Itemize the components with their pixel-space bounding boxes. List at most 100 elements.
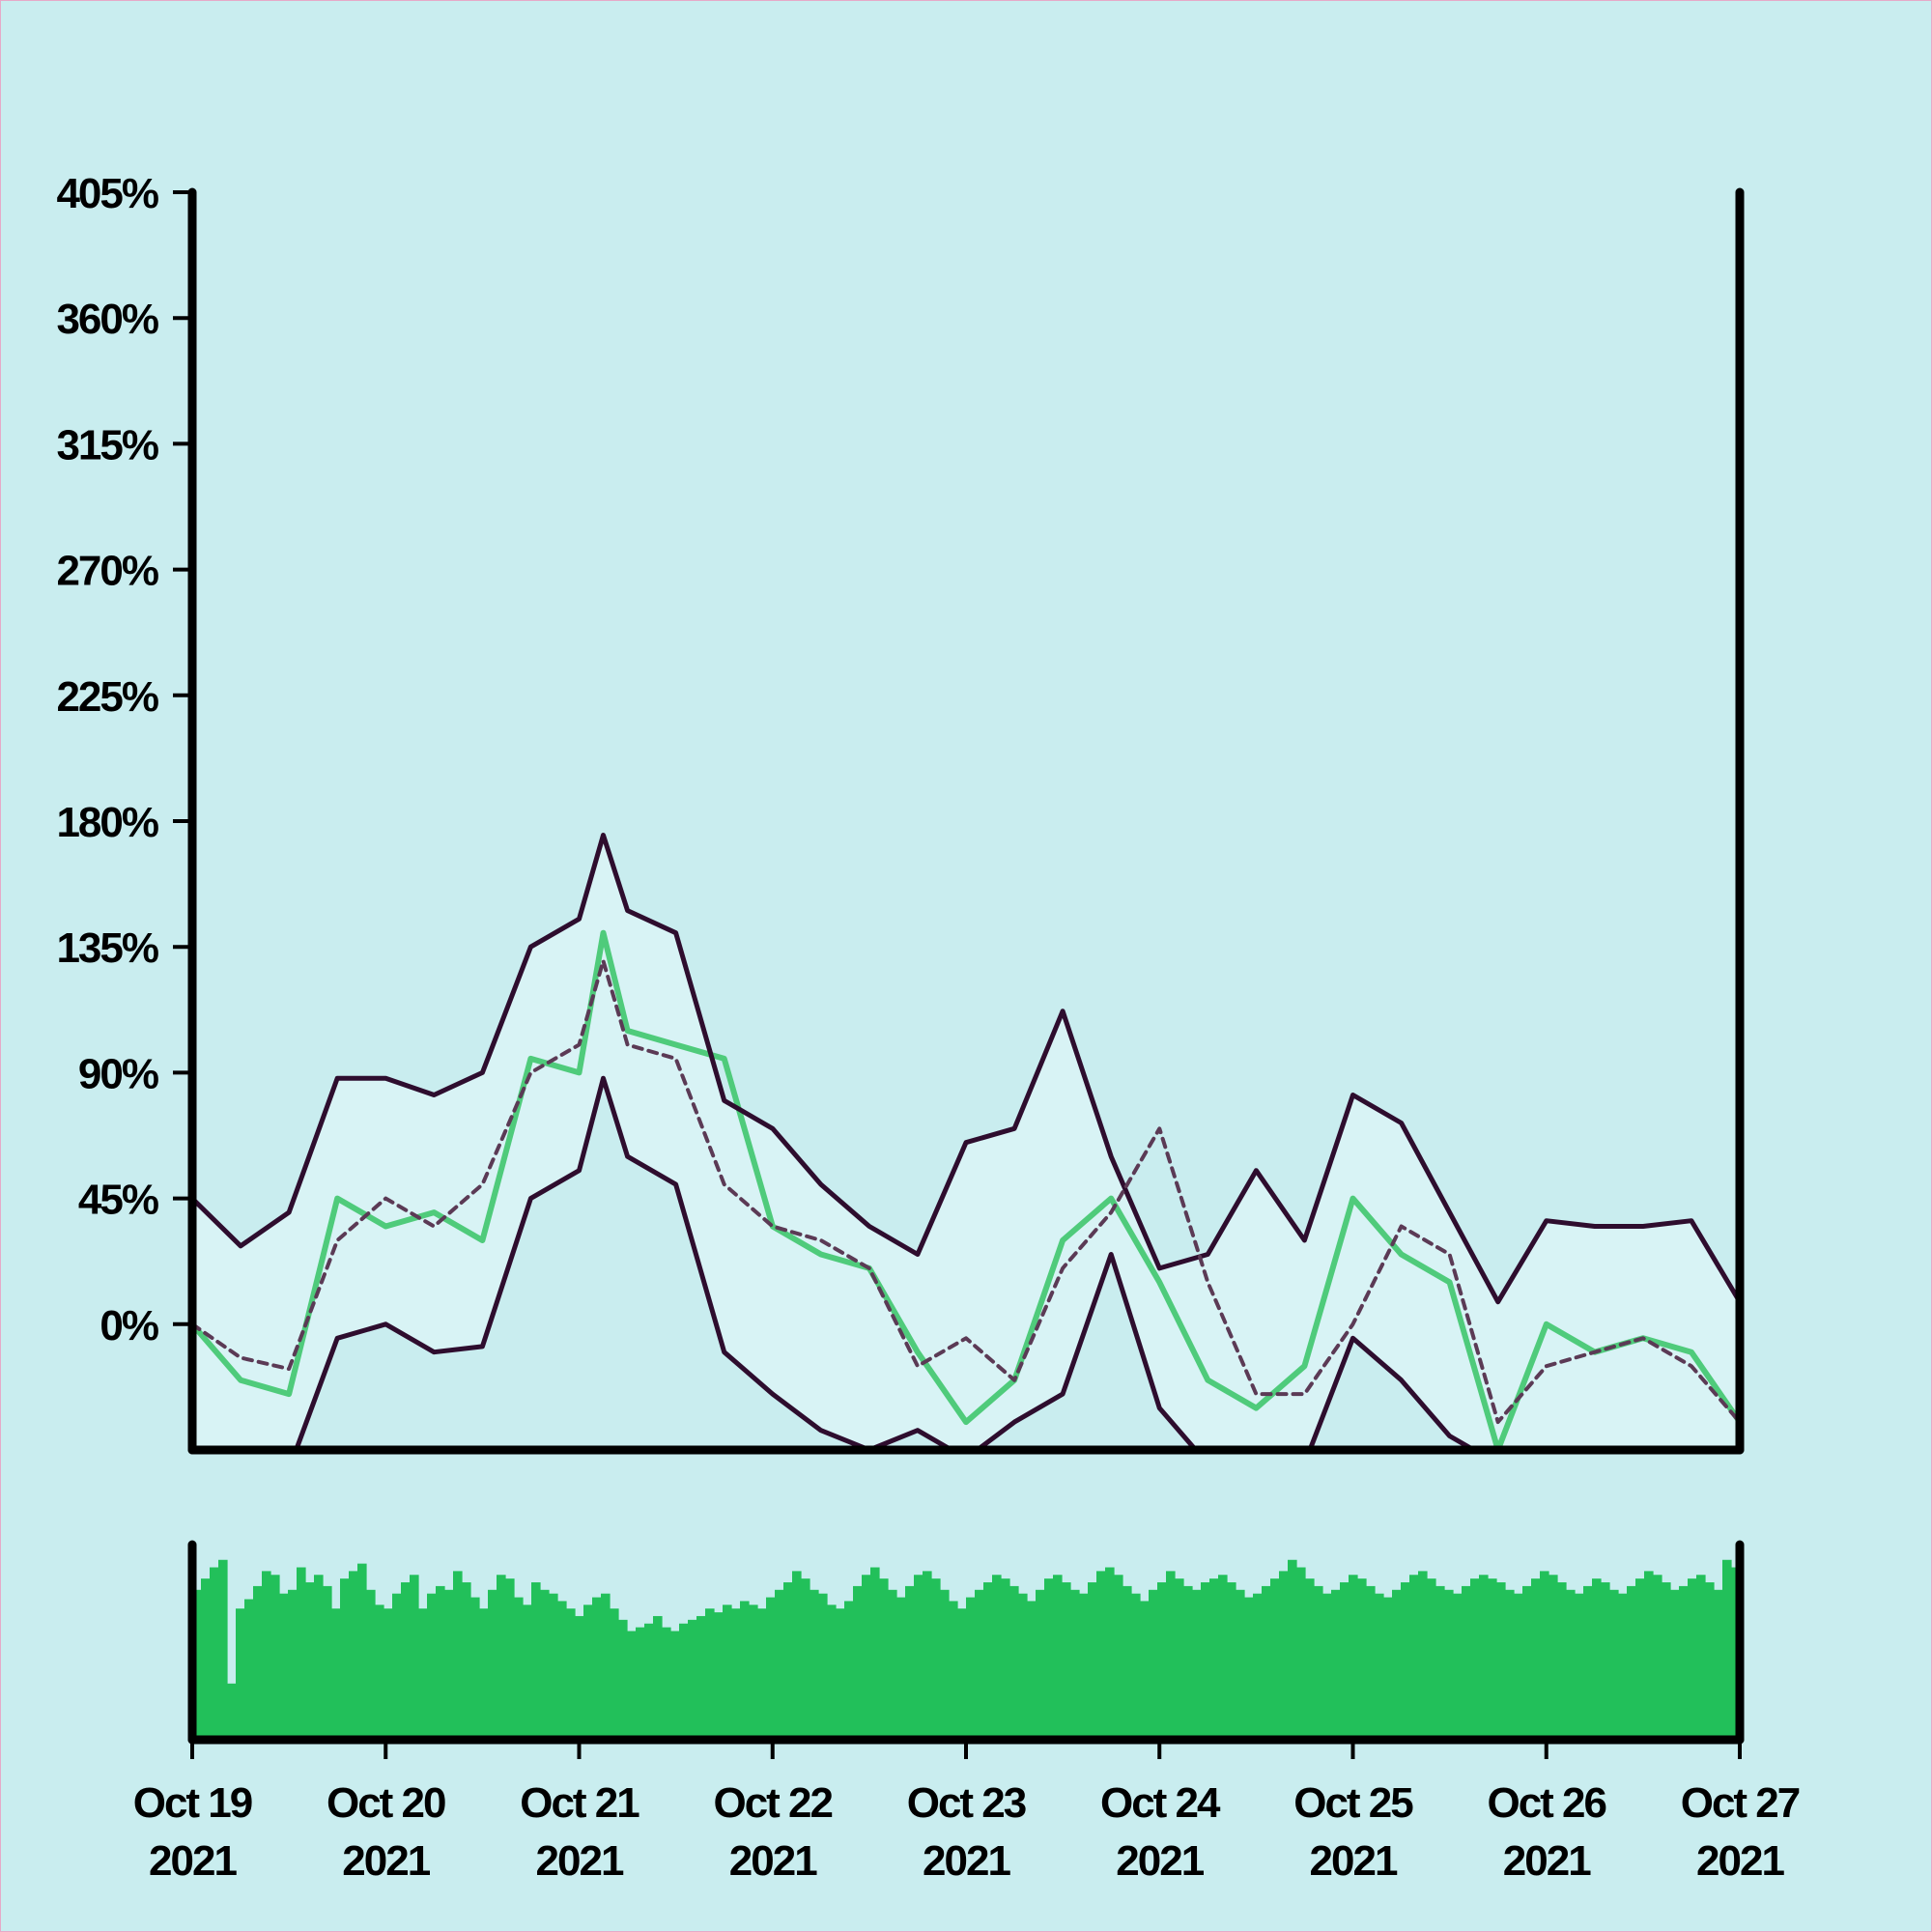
volume-bar	[270, 1575, 280, 1740]
volume-bar	[444, 1589, 454, 1740]
volume-bar	[1688, 1578, 1697, 1740]
volume-bar	[1218, 1575, 1228, 1740]
volume-bar	[1722, 1559, 1732, 1740]
volume-bar	[905, 1585, 915, 1740]
volume-bar	[436, 1585, 445, 1740]
y-tick-label: 135%	[56, 924, 157, 972]
volume-bar	[1018, 1593, 1028, 1740]
volume-bar	[1401, 1582, 1410, 1740]
volume-bar	[1175, 1578, 1184, 1740]
series-line-lower-band	[192, 1075, 1479, 1450]
volume-bar	[783, 1582, 793, 1740]
tick-label-layer: 0% 45% 90% 135% 180% 225% 270% 315% 360% 405% Oct …	[56, 170, 1801, 1885]
volume-bar	[305, 1582, 315, 1740]
x-tick-label-year: 2021	[1696, 1837, 1784, 1885]
volume-bar	[279, 1593, 289, 1740]
volume-bar	[1036, 1589, 1045, 1740]
volume-bar	[1375, 1593, 1384, 1740]
volume-bar	[1383, 1597, 1393, 1740]
y-tick-label: 405%	[56, 170, 157, 217]
volume-bar	[644, 1623, 654, 1740]
volume-bar	[1296, 1567, 1306, 1740]
volume-bar	[592, 1597, 602, 1740]
x-tick-label-date: Oct 24	[1100, 1779, 1221, 1827]
volume-bar	[723, 1605, 732, 1740]
volume-bar	[497, 1575, 506, 1740]
volume-bar	[853, 1585, 863, 1740]
volume-bar	[705, 1608, 715, 1740]
volume-bar	[1618, 1593, 1628, 1740]
bollinger-band-layer	[192, 835, 1740, 1450]
volume-bar	[1453, 1593, 1463, 1740]
volume-bar	[340, 1578, 350, 1740]
volume-bar	[323, 1585, 332, 1740]
volume-bar	[410, 1575, 419, 1740]
x-tick-label-year: 2021	[536, 1837, 624, 1885]
volume-bar	[566, 1608, 576, 1740]
volume-bar	[1470, 1578, 1480, 1740]
volume-bar	[1009, 1585, 1019, 1740]
volume-bar	[601, 1593, 611, 1740]
volume-bar	[1444, 1589, 1454, 1740]
x-tick-label-date: Oct 23	[907, 1779, 1026, 1827]
volume-bar	[1114, 1575, 1123, 1740]
volume-bar	[514, 1597, 524, 1740]
volume-bar	[1070, 1589, 1080, 1740]
series-line-layer	[192, 833, 1740, 1450]
volume-bar	[366, 1589, 376, 1740]
volume-bar	[314, 1575, 324, 1740]
volume-bar	[966, 1597, 976, 1740]
volume-bar	[331, 1608, 341, 1740]
volume-bar	[1418, 1571, 1428, 1740]
volume-bar	[749, 1605, 758, 1740]
volume-bar	[583, 1605, 593, 1740]
volume-bar	[1566, 1589, 1576, 1740]
volume-bar	[1514, 1593, 1523, 1740]
volume-bar	[801, 1578, 810, 1740]
volume-bar	[1479, 1575, 1489, 1740]
volume-bar	[288, 1589, 298, 1740]
volume-bar	[227, 1683, 237, 1740]
volume-bar	[1592, 1578, 1602, 1740]
volume-bar	[218, 1559, 228, 1740]
volume-bar	[688, 1619, 697, 1740]
volume-bar	[1062, 1582, 1071, 1740]
volume-bar	[1201, 1582, 1210, 1740]
x-tick-label-date: Oct 25	[1293, 1779, 1413, 1827]
volume-bar	[766, 1597, 776, 1740]
y-tick-label: 315%	[56, 421, 157, 469]
x-tick-label-date: Oct 21	[520, 1779, 639, 1827]
volume-bar	[1331, 1589, 1341, 1740]
volume-bar	[1140, 1601, 1150, 1740]
volume-bar	[1679, 1585, 1689, 1740]
volume-bar	[1505, 1589, 1515, 1740]
volume-bar	[1253, 1593, 1263, 1740]
x-tick-label-date: Oct 20	[327, 1779, 445, 1827]
volume-bar	[1279, 1571, 1289, 1740]
volume-bar	[1488, 1578, 1497, 1740]
volume-bar	[549, 1593, 558, 1740]
volume-bar	[523, 1605, 532, 1740]
volume-bar	[1357, 1578, 1367, 1740]
volume-bar	[653, 1615, 663, 1740]
volume-bar	[201, 1578, 211, 1740]
volume-bar	[1627, 1585, 1636, 1740]
band-fill	[192, 835, 1740, 1450]
volume-bar	[975, 1589, 984, 1740]
x-tick-label-date: Oct 22	[713, 1779, 832, 1827]
axes-layer	[187, 187, 1745, 1745]
volume-bar	[1522, 1585, 1532, 1740]
volume-bar	[1001, 1578, 1010, 1740]
series-line-middle-band	[192, 958, 1740, 1425]
volume-bar	[757, 1608, 767, 1740]
volume-bar	[896, 1597, 906, 1740]
volume-bar	[1662, 1582, 1671, 1740]
volume-bar	[949, 1601, 958, 1740]
volume-bar	[818, 1593, 828, 1740]
volume-bar	[1244, 1597, 1254, 1740]
y-tick-label: 90%	[78, 1050, 158, 1097]
volume-bar	[357, 1563, 367, 1740]
volume-bar	[1462, 1585, 1471, 1740]
volume-bar	[1427, 1578, 1436, 1740]
